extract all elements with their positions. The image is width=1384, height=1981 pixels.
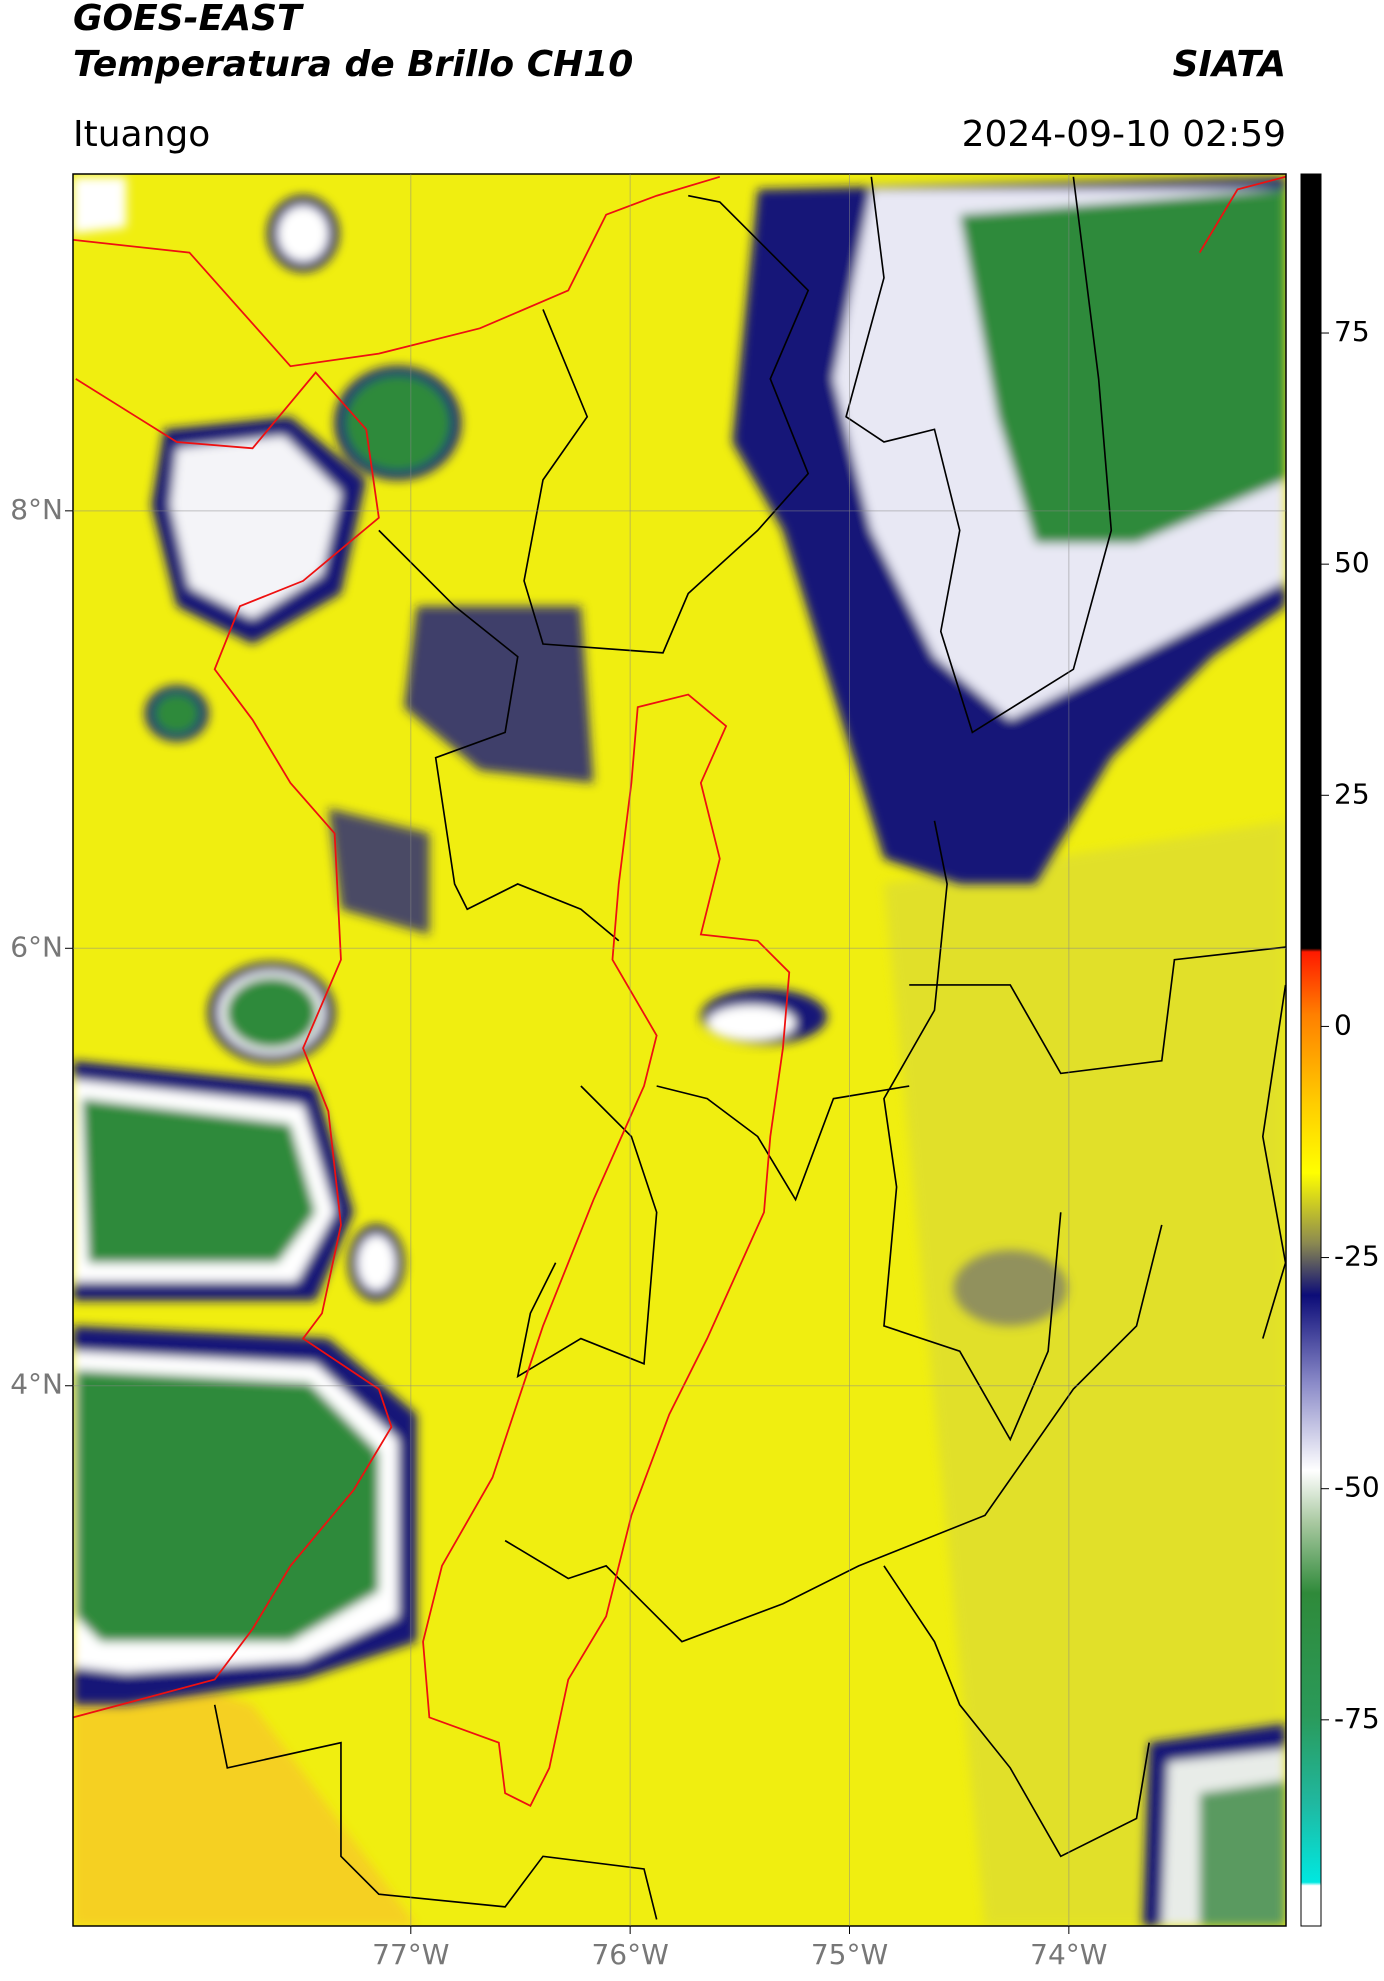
y-tick-label: 6°N — [10, 930, 63, 963]
x-tick-label: 74°W — [1030, 1938, 1107, 1971]
x-tick-label: 75°W — [811, 1938, 888, 1971]
colorbar-tick-label: 25 — [1334, 777, 1370, 810]
region: Ituango — [73, 114, 210, 155]
source: SIATA — [1173, 44, 1286, 85]
colorbar-tick-label: -25 — [1334, 1240, 1380, 1273]
colorbar-tick-label: 75 — [1334, 315, 1370, 348]
timestamp: 2024-09-10 02:59 — [962, 114, 1286, 155]
colorbar-tick-label: 50 — [1334, 546, 1370, 579]
colorbar-tick-label: -50 — [1334, 1471, 1380, 1504]
x-tick-label: 77°W — [372, 1938, 449, 1971]
satellite: GOES-EAST — [73, 0, 304, 39]
x-tick-label: 76°W — [591, 1938, 668, 1971]
y-tick-label: 4°N — [10, 1368, 63, 1401]
y-tick-label: 8°N — [10, 493, 63, 526]
colorbar — [1300, 173, 1322, 1927]
product: Temperatura de Brillo CH10 — [73, 44, 633, 85]
colorbar-tick-label: 0 — [1334, 1008, 1352, 1041]
map-image — [73, 174, 1286, 1926]
colorbar-tick-label: -75 — [1334, 1702, 1380, 1735]
map-frame — [72, 173, 1287, 1927]
